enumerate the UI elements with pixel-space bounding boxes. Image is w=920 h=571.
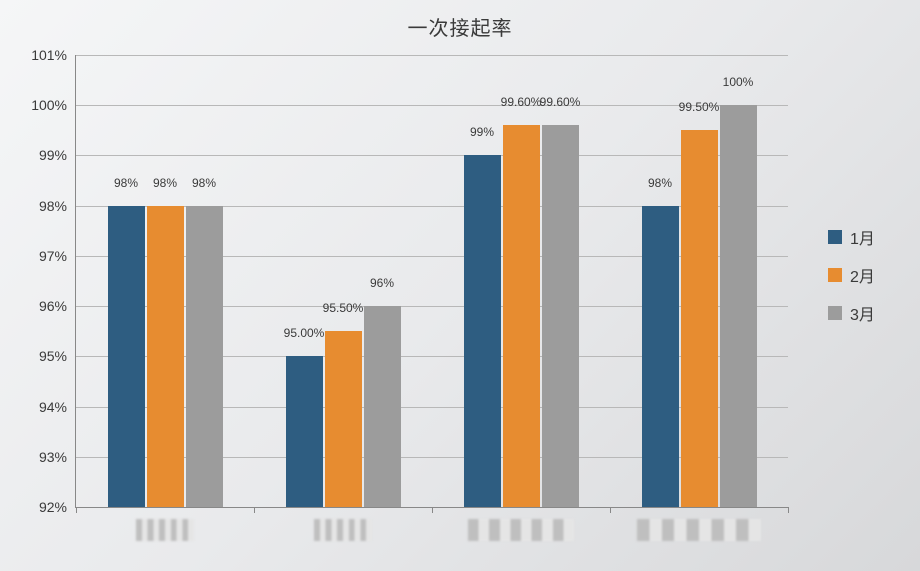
chart-title: 一次接起率 [0, 12, 920, 41]
data-label: 100% [723, 75, 754, 89]
x-axis-tick [788, 507, 789, 513]
data-label: 98% [114, 176, 138, 190]
legend-label: 2月 [850, 263, 875, 287]
x-axis-tick [76, 507, 77, 513]
plot-area: 98% 98% 98% 95.00% 95.50% 96% 99% 99.60%99.60% 9… [75, 55, 788, 508]
data-label: 99.50% [679, 100, 720, 114]
gridline [76, 55, 788, 56]
bar [186, 206, 223, 507]
y-axis-label: 97% [17, 248, 67, 264]
bar [542, 125, 579, 507]
bar [286, 356, 323, 507]
x-axis-tick [432, 507, 433, 513]
bar [720, 105, 757, 507]
data-label: 98% [648, 176, 672, 190]
bar [147, 206, 184, 507]
bar [642, 206, 679, 507]
data-label: 95.00% [284, 326, 325, 340]
bar [464, 155, 501, 507]
bar [108, 206, 145, 507]
legend-label: 3月 [850, 301, 875, 325]
y-axis-label: 101% [17, 47, 67, 63]
x-axis-category [468, 519, 574, 541]
y-axis-label: 92% [17, 499, 67, 515]
legend-item: 1月 [828, 225, 875, 249]
x-axis-category [314, 519, 372, 541]
legend-item: 2月 [828, 263, 875, 287]
data-label: 99.60% [540, 95, 581, 109]
data-label: 96% [370, 276, 394, 290]
y-axis-label: 94% [17, 399, 67, 415]
bar [364, 306, 401, 507]
y-axis-label: 93% [17, 449, 67, 465]
data-label: 99% [470, 125, 494, 139]
y-axis-label: 98% [17, 198, 67, 214]
x-axis-category [637, 519, 761, 541]
x-axis-tick [254, 507, 255, 513]
y-axis-label: 99% [17, 147, 67, 163]
bar [681, 130, 718, 507]
bar-chart: 一次接起率 98%98%98%95.00%95.50%96%99%99.60%9… [0, 0, 920, 571]
x-axis-tick [610, 507, 611, 513]
y-axis-label: 100% [17, 97, 67, 113]
data-label: 98% [153, 176, 177, 190]
data-label: 98% [192, 176, 216, 190]
bar [503, 125, 540, 507]
data-label: 95.50% [323, 301, 364, 315]
y-axis-label: 96% [17, 298, 67, 314]
y-axis-label: 95% [17, 348, 67, 364]
bar [325, 331, 362, 507]
legend-item: 3月 [828, 301, 875, 325]
legend-swatch [828, 268, 842, 282]
data-label: 99.60% [501, 95, 542, 109]
legend: 1月 2月 3月 [828, 225, 875, 339]
x-axis-category [136, 519, 194, 541]
legend-swatch [828, 306, 842, 320]
legend-swatch [828, 230, 842, 244]
legend-label: 1月 [850, 225, 875, 249]
